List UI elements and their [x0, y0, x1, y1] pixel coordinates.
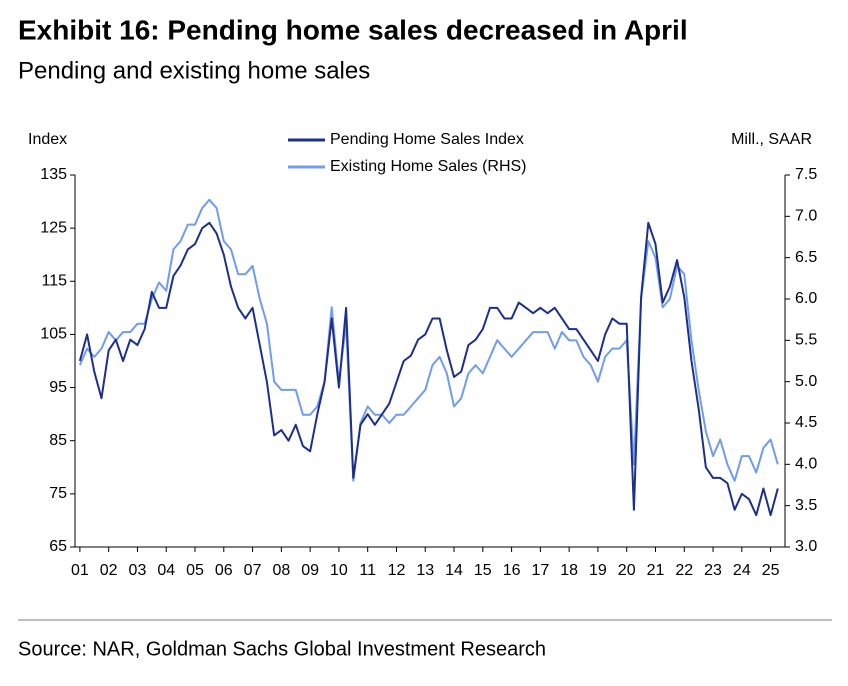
x-tick-label: 19 [589, 562, 607, 579]
y2-tick-label: 7.0 [795, 208, 817, 225]
y2-axis-label: Mill., SAAR [731, 131, 812, 148]
y2-tick-label: 4.5 [795, 414, 817, 431]
y2-tick-label: 7.5 [795, 166, 817, 183]
x-tick-label: 15 [474, 562, 492, 579]
x-tick-label: 18 [560, 562, 578, 579]
x-tick-label: 02 [100, 562, 118, 579]
x-tick-label: 20 [618, 562, 636, 579]
y2-tick-label: 3.5 [795, 497, 817, 514]
x-tick-label: 06 [215, 562, 233, 579]
x-tick-label: 10 [330, 562, 348, 579]
x-tick-label: 23 [704, 562, 722, 579]
y-tick-label: 125 [40, 219, 67, 236]
series-line [78, 198, 779, 482]
y-tick-label: 85 [49, 432, 67, 449]
y2-tick-label: 4.0 [795, 456, 817, 473]
series-line [78, 221, 779, 517]
chart-title: Exhibit 16: Pending home sales decreased… [18, 14, 688, 45]
source: Source: NAR, Goldman Sachs Global Invest… [18, 638, 546, 660]
y2-tick-label: 5.0 [795, 373, 817, 390]
y-tick-label: 65 [49, 538, 67, 555]
y-tick-label: 105 [40, 326, 67, 343]
y-tick-label: 75 [49, 485, 67, 502]
y2-tick-label: 6.0 [795, 290, 817, 307]
legend-label: Pending Home Sales Index [330, 131, 524, 148]
y2-tick-label: 6.5 [795, 249, 817, 266]
x-tick-label: 14 [445, 562, 463, 579]
x-tick-label: 25 [762, 562, 780, 579]
y-tick-label: 135 [40, 166, 67, 183]
y-tick-label: 115 [41, 273, 67, 290]
x-tick-label: 05 [186, 562, 204, 579]
y-tick-label: 95 [49, 379, 67, 396]
x-tick-label: 24 [733, 562, 751, 579]
x-tick-label: 11 [359, 562, 376, 579]
x-tick-label: 03 [129, 562, 147, 579]
x-tick-label: 22 [675, 562, 693, 579]
x-tick-label: 17 [531, 562, 549, 579]
x-tick-label: 12 [388, 562, 406, 579]
y-axis-label: Index [28, 131, 67, 148]
x-tick-label: 16 [503, 562, 521, 579]
chart-subtitle: Pending and existing home sales [18, 57, 370, 84]
x-tick-label: 04 [157, 562, 175, 579]
x-tick-label: 07 [244, 562, 262, 579]
x-tick-label: 21 [647, 562, 665, 579]
y2-tick-label: 5.5 [795, 332, 817, 349]
x-tick-label: 13 [416, 562, 434, 579]
x-tick-label: 09 [301, 562, 319, 579]
x-tick-label: 08 [272, 562, 290, 579]
x-tick-label: 01 [71, 562, 89, 579]
legend-label: Existing Home Sales (RHS) [330, 158, 527, 175]
y2-tick-label: 3.0 [795, 538, 817, 555]
